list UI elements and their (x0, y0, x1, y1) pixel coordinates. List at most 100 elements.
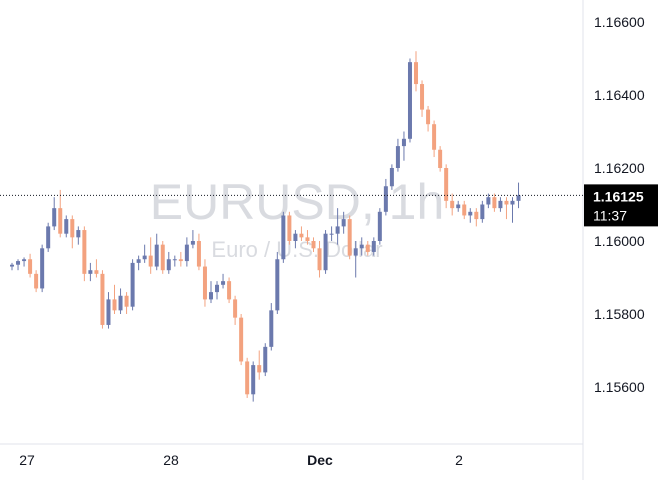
candle-body (275, 259, 280, 311)
candle (118, 288, 123, 314)
candle (275, 251, 280, 314)
candle (341, 211, 346, 234)
candle-body (245, 361, 250, 395)
price-axis[interactable]: 1.16600 1.16400 1.16200 1.16000 1.15800 1.156… (594, 14, 645, 395)
candle (46, 222, 51, 252)
candle (335, 208, 340, 245)
candle (142, 244, 147, 263)
candle (395, 138, 400, 172)
time-axis[interactable]: 27 28 Dec 2 (19, 452, 463, 468)
candle (317, 241, 322, 278)
candle-body (251, 365, 256, 395)
candle (407, 58, 412, 143)
candle-body (377, 211, 382, 241)
candle (202, 259, 207, 307)
candle-body (257, 365, 262, 373)
candle (504, 197, 509, 220)
price-tick-label: 1.16600 (594, 14, 645, 30)
candle (468, 208, 473, 223)
candle (269, 303, 274, 351)
candle (462, 200, 467, 220)
candle (154, 233, 159, 271)
candle (498, 197, 503, 212)
candle-body (172, 259, 177, 261)
candle-body (341, 219, 346, 227)
candle (106, 292, 111, 329)
candle-body (46, 226, 51, 249)
candle-body (154, 244, 159, 267)
candle-body (444, 168, 449, 201)
candle (245, 357, 250, 398)
candle (100, 270, 105, 329)
last-price-badge-bg (584, 184, 658, 227)
candle (28, 253, 33, 278)
candle (184, 237, 189, 267)
candle (492, 193, 497, 212)
candle (359, 237, 364, 256)
candle (432, 120, 437, 158)
candle-body (28, 259, 33, 274)
candle (456, 200, 461, 212)
candle (401, 131, 406, 161)
candle (239, 314, 244, 366)
candle (516, 182, 521, 209)
candle (347, 215, 352, 260)
candle-body (353, 248, 358, 256)
candle (148, 237, 153, 274)
candle-body (148, 255, 153, 267)
time-tick-label: 28 (163, 452, 179, 468)
candle (353, 241, 358, 278)
candle-body (40, 248, 45, 289)
candle-body (34, 273, 39, 289)
candle (64, 215, 69, 238)
candle (178, 251, 183, 267)
candle-body (492, 197, 497, 209)
candle-body (498, 200, 503, 209)
candle (215, 281, 220, 300)
candle-body (118, 295, 123, 311)
candle (233, 295, 238, 325)
candle-body (420, 84, 425, 110)
candle-body (215, 284, 220, 293)
candle-body (269, 310, 274, 347)
candle-body (407, 62, 412, 139)
candle-body (136, 259, 141, 263)
candle-body (58, 208, 63, 234)
candle (438, 146, 443, 172)
candle-body (389, 168, 394, 187)
candle-body (160, 244, 165, 271)
candle-body (196, 241, 201, 267)
price-tick-label: 1.16000 (594, 233, 645, 249)
candle (76, 226, 81, 245)
candle-body (178, 259, 183, 262)
candle (389, 164, 394, 190)
candle (311, 237, 316, 252)
candle-body (299, 233, 304, 238)
candle-body (88, 270, 93, 274)
candle-body (335, 226, 340, 234)
candle (94, 259, 99, 278)
candle (510, 197, 515, 223)
candle-body (395, 146, 400, 168)
candle (299, 226, 304, 241)
price-tick-label: 1.16400 (594, 87, 645, 103)
candle (257, 350, 262, 380)
candle (34, 270, 39, 293)
candle-body (414, 62, 419, 85)
candle (88, 262, 93, 282)
candle-body (208, 292, 213, 300)
candle-body (16, 261, 21, 265)
candle (82, 226, 87, 282)
candle (263, 343, 268, 377)
candle (52, 197, 57, 231)
candle-body (383, 186, 388, 212)
candle-body (504, 200, 509, 205)
candle (251, 361, 256, 402)
candle-body (124, 295, 129, 307)
candle-body (293, 233, 298, 241)
countdown-label: 11:37 (593, 207, 627, 223)
candle (426, 105, 431, 132)
candle-body (82, 230, 87, 274)
